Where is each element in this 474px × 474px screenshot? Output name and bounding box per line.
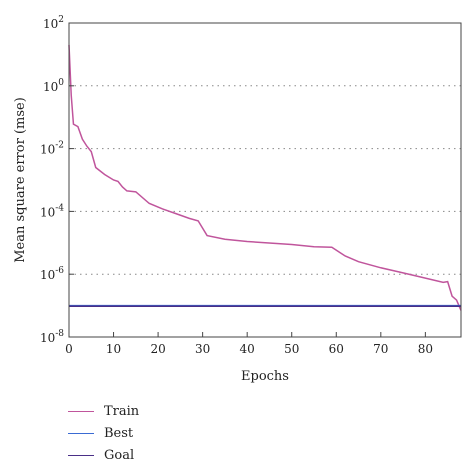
legend-item-train: Train: [68, 400, 268, 422]
x-tick-label: 80: [418, 342, 433, 356]
y-tick-label: 100: [43, 78, 64, 94]
legend-swatch: [68, 432, 94, 434]
x-tick-label: 20: [150, 342, 165, 356]
series-line-train: [68, 44, 462, 311]
y-tick-label: 10-6: [40, 266, 64, 282]
x-axis-ticks: 0 10 20 30 40 50 60 70 80: [65, 332, 433, 356]
y-axis-ticks: 102 100 10-2 10-4 10-6 10-8: [40, 15, 74, 345]
x-tick-label: 40: [240, 342, 255, 356]
y-axis-label: Mean square error (mse): [13, 97, 28, 263]
x-tick-label: 50: [284, 342, 299, 356]
legend-swatch: [68, 454, 94, 456]
legend-label: Train: [104, 403, 140, 419]
grid-lines: [69, 85, 461, 275]
x-tick-label: 60: [329, 342, 344, 356]
legend: Train Best Goal: [68, 400, 268, 466]
y-tick-label: 10-8: [40, 329, 64, 345]
y-tick-label: 102: [43, 15, 64, 31]
x-tick-label: 0: [65, 342, 73, 356]
x-tick-label: 10: [106, 342, 121, 356]
y-tick-label: 10-4: [40, 203, 64, 219]
x-axis-label: Epochs: [241, 369, 289, 384]
plot-frame: [68, 22, 462, 338]
x-tick-label: 30: [195, 342, 210, 356]
legend-label: Goal: [104, 447, 135, 463]
legend-item-goal: Goal: [68, 444, 268, 466]
x-tick-label: 70: [373, 342, 388, 356]
series-layer: [68, 44, 462, 311]
mse-chart: 0 10 20 30 40 50 60 70 80 102 100 10-2 10-4 10-6 10-8…: [13, 15, 462, 384]
legend-swatch: [68, 410, 94, 412]
y-tick-label: 10-2: [40, 141, 64, 157]
legend-item-best: Best: [68, 422, 268, 444]
legend-label: Best: [104, 425, 134, 441]
